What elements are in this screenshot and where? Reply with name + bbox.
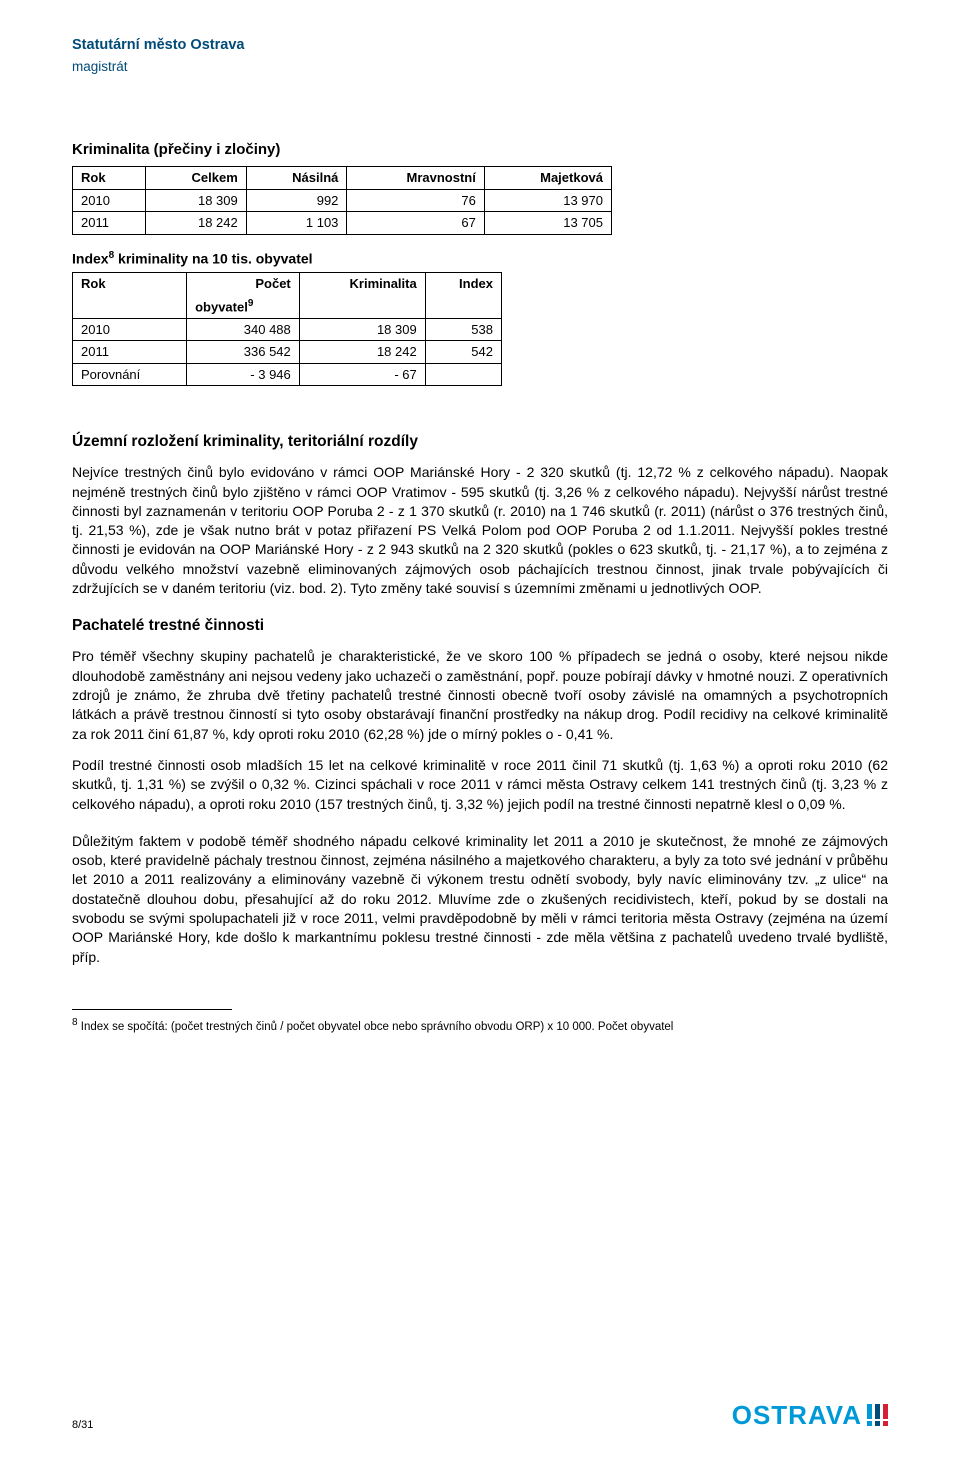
exclamation-icon [875, 1404, 880, 1426]
footnote-rule [72, 1009, 232, 1010]
cell: Porovnání [73, 363, 187, 386]
exclamation-icon [883, 1404, 888, 1426]
heading-pachatele: Pachatelé trestné činnosti [72, 616, 888, 637]
footnote-text: Index se spočítá: (počet trestných činů … [78, 1021, 674, 1033]
index-suffix: kriminality na 10 tis. obyvatel [114, 250, 312, 266]
cell: 18 242 [299, 341, 425, 364]
page-number: 8/31 [72, 1418, 93, 1433]
col-header: Počet [187, 273, 300, 295]
table-row: 2010 340 488 18 309 538 [73, 318, 502, 341]
org-subtitle: magistrát [72, 58, 888, 76]
cell: 67 [347, 212, 484, 235]
col-header: Rok [73, 273, 187, 318]
col-header: Majetková [484, 167, 611, 190]
para-pachatele-3: Důležitým faktem v podobě téměř shodného… [72, 832, 888, 967]
cell: 2010 [73, 189, 146, 212]
cell: - 67 [299, 363, 425, 386]
cell: 340 488 [187, 318, 300, 341]
table-row: Porovnání - 3 946 - 67 [73, 363, 502, 386]
footnote: 8 Index se spočítá: (počet trestných čin… [72, 1016, 888, 1035]
cell: 18 242 [146, 212, 247, 235]
exclamation-icon [867, 1404, 872, 1426]
cell [425, 363, 501, 386]
cell: 2010 [73, 318, 187, 341]
index-prefix: Index [72, 250, 109, 266]
cell: 76 [347, 189, 484, 212]
col-sub-sup: 9 [248, 298, 254, 309]
cell: 336 542 [187, 341, 300, 364]
cell: 13 705 [484, 212, 611, 235]
para-pachatele-2: Podíl trestné činnosti osob mladších 15 … [72, 756, 888, 814]
para-pachatele-1: Pro téměř všechny skupiny pachatelů je c… [72, 647, 888, 744]
cell: 2011 [73, 212, 146, 235]
cell: 1 103 [246, 212, 347, 235]
para-rozdily: Nejvíce trestných činů bylo evidováno v … [72, 463, 888, 598]
cell: 538 [425, 318, 501, 341]
col-header: Index [425, 273, 501, 318]
cell: 18 309 [146, 189, 247, 212]
table-row: 2011 18 242 1 103 67 13 705 [73, 212, 612, 235]
org-name: Statutární město Ostrava [72, 36, 888, 56]
col-header: Násilná [246, 167, 347, 190]
heading-rozdily: Územní rozložení kriminality, teritoriál… [72, 432, 888, 453]
col-header: Mravnostní [347, 167, 484, 190]
cell: 992 [246, 189, 347, 212]
logo-text: OSTRAVA [732, 1398, 862, 1433]
col-header: Kriminalita [299, 273, 425, 318]
table1-title: Kriminalita (přečiny i zločiny) [72, 140, 888, 160]
table-row: Rok Počet Kriminalita Index [73, 273, 502, 295]
col-header: Celkem [146, 167, 247, 190]
table-index: Rok Počet Kriminalita Index obyvatel9 20… [72, 272, 502, 386]
ostrava-logo: OSTRAVA [732, 1398, 888, 1433]
page: Statutární město Ostrava magistrát Krimi… [0, 0, 960, 1457]
table-kriminalita: Rok Celkem Násilná Mravnostní Majetková … [72, 166, 612, 235]
index-line: Index8 kriminality na 10 tis. obyvatel [72, 249, 888, 269]
cell: 2011 [73, 341, 187, 364]
table-row: Rok Celkem Násilná Mravnostní Majetková [73, 167, 612, 190]
cell: 542 [425, 341, 501, 364]
cell: - 3 946 [187, 363, 300, 386]
table-row: 2010 18 309 992 76 13 970 [73, 189, 612, 212]
logo-bangs [864, 1404, 888, 1426]
cell: 13 970 [484, 189, 611, 212]
document-header: Statutární město Ostrava magistrát [72, 36, 888, 76]
cell: 18 309 [299, 318, 425, 341]
col-header: Rok [73, 167, 146, 190]
table-row: 2011 336 542 18 242 542 [73, 341, 502, 364]
col-sub: obyvatel9 [187, 295, 300, 318]
col-sub-text: obyvatel [195, 299, 248, 314]
page-footer: 8/31 OSTRAVA [72, 1398, 888, 1433]
